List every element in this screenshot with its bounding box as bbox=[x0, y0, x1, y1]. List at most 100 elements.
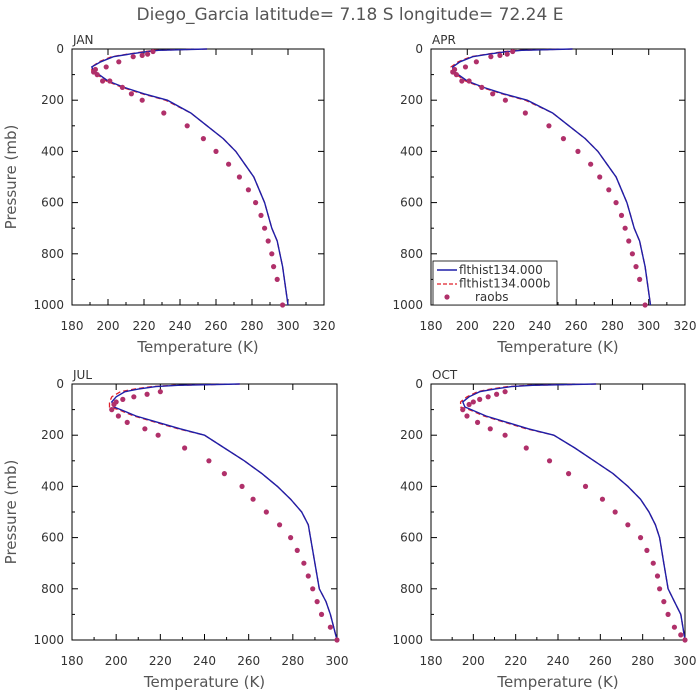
y-tick-label: 400 bbox=[41, 479, 64, 493]
y-tick-label: 400 bbox=[41, 144, 64, 158]
x-tick-label: 180 bbox=[420, 319, 443, 333]
y-tick-label: 800 bbox=[400, 582, 423, 596]
x-tick-label: 260 bbox=[237, 654, 260, 668]
raobs-point bbox=[226, 161, 232, 167]
raobs-point bbox=[310, 586, 316, 592]
y-tick-label: 0 bbox=[415, 42, 423, 56]
raobs-point bbox=[221, 471, 227, 477]
raobs-point bbox=[276, 522, 283, 528]
x-tick-label: 200 bbox=[462, 654, 485, 668]
raobs-point bbox=[294, 547, 300, 554]
raobs-point bbox=[100, 78, 106, 84]
series-model-line bbox=[90, 48, 289, 306]
y-tick-label: 400 bbox=[400, 144, 423, 158]
raobs-point bbox=[161, 110, 167, 116]
raobs-point bbox=[629, 251, 635, 257]
raobs-point bbox=[625, 522, 631, 528]
raobs-point bbox=[453, 72, 459, 78]
series-model-line bbox=[452, 48, 652, 306]
y-tick-label: 1000 bbox=[392, 298, 423, 312]
raobs-point bbox=[314, 599, 320, 605]
raobs-point bbox=[262, 225, 268, 231]
raobs-point bbox=[253, 200, 259, 206]
raobs-point bbox=[488, 54, 494, 60]
y-tick-label: 800 bbox=[41, 247, 64, 261]
raobs-point bbox=[119, 84, 125, 90]
legend-entry: flthist134.000 bbox=[459, 263, 543, 277]
panel-apr: APR 180 200 220 240 260 280 300 320 0 200 400 600 800… bbox=[392, 33, 696, 356]
raobs-point bbox=[460, 407, 466, 413]
x-tick-label: 180 bbox=[61, 654, 84, 668]
panel-jul: JUL 180 200 220 240 260 280 300 0 200 400 600 800 100… bbox=[2, 368, 348, 691]
raobs-point bbox=[327, 624, 333, 630]
raobs-point bbox=[637, 276, 643, 282]
raobs-point bbox=[109, 407, 115, 413]
raobs-point bbox=[144, 391, 150, 397]
x-tick-label: 200 bbox=[105, 654, 128, 668]
y-tick-label: 200 bbox=[400, 93, 423, 107]
x-tick-label: 180 bbox=[61, 319, 84, 333]
raobs-point bbox=[599, 496, 606, 502]
y-tick-label: 800 bbox=[41, 582, 64, 596]
panel-month-label: JUL bbox=[72, 368, 92, 382]
raobs-point bbox=[206, 458, 212, 464]
raobs-point bbox=[626, 238, 632, 244]
x-tick-label: 180 bbox=[420, 654, 443, 668]
raobs-point bbox=[657, 586, 663, 592]
raobs-point bbox=[671, 624, 678, 630]
raobs-point bbox=[477, 396, 483, 402]
raobs-point bbox=[644, 547, 650, 554]
legend-box bbox=[432, 260, 558, 306]
raobs-point bbox=[522, 110, 528, 116]
raobs-point bbox=[613, 200, 619, 206]
raobs-point bbox=[236, 174, 242, 180]
raobs-point bbox=[504, 51, 510, 57]
plot-frame bbox=[71, 48, 325, 306]
raobs-point bbox=[131, 394, 137, 400]
raobs-point bbox=[474, 419, 481, 425]
raobs-point bbox=[682, 637, 688, 643]
raobs-point bbox=[139, 52, 145, 59]
raobs-point bbox=[184, 123, 190, 129]
raobs-point bbox=[250, 496, 256, 502]
raobs-point bbox=[588, 161, 594, 167]
raobs-point bbox=[94, 72, 100, 78]
raobs-point bbox=[523, 445, 529, 451]
raobs-point bbox=[494, 391, 500, 397]
x-tick-label: 320 bbox=[313, 319, 336, 333]
y-tick-label: 1000 bbox=[33, 298, 64, 312]
raobs-point bbox=[654, 573, 661, 579]
raobs-point bbox=[111, 401, 117, 408]
panel-month-label: APR bbox=[432, 33, 456, 47]
raobs-point bbox=[265, 238, 271, 244]
raobs-point bbox=[485, 394, 491, 400]
raobs-point bbox=[459, 78, 465, 84]
raobs-point bbox=[466, 78, 472, 84]
raobs-point bbox=[200, 136, 206, 142]
x-tick-label: 260 bbox=[589, 654, 612, 668]
x-tick-label: 200 bbox=[456, 319, 479, 333]
x-tick-label: 280 bbox=[631, 654, 654, 668]
x-axis-label: Temperature (K) bbox=[496, 673, 618, 691]
raobs-point bbox=[120, 396, 126, 402]
raobs-point bbox=[637, 535, 644, 541]
y-tick-label: 600 bbox=[41, 196, 64, 210]
raobs-point bbox=[490, 91, 496, 97]
x-tick-label: 220 bbox=[492, 319, 515, 333]
figure-title: Diego_Garcia latitude= 7.18 S longitude=… bbox=[137, 5, 564, 25]
x-tick-label: 280 bbox=[281, 654, 304, 668]
raobs-point bbox=[560, 136, 567, 142]
raobs-point bbox=[155, 432, 161, 438]
y-tick-label: 600 bbox=[400, 196, 423, 210]
legend-entry: raobs bbox=[475, 290, 509, 304]
x-tick-label: 220 bbox=[504, 654, 527, 668]
raobs-point bbox=[150, 48, 156, 55]
raobs-point bbox=[502, 97, 508, 103]
raobs-point bbox=[510, 48, 516, 55]
raobs-point bbox=[597, 174, 603, 180]
raobs-point bbox=[258, 212, 264, 218]
raobs-point bbox=[130, 54, 136, 60]
raobs-point bbox=[280, 302, 286, 308]
raobs-point bbox=[466, 401, 472, 408]
